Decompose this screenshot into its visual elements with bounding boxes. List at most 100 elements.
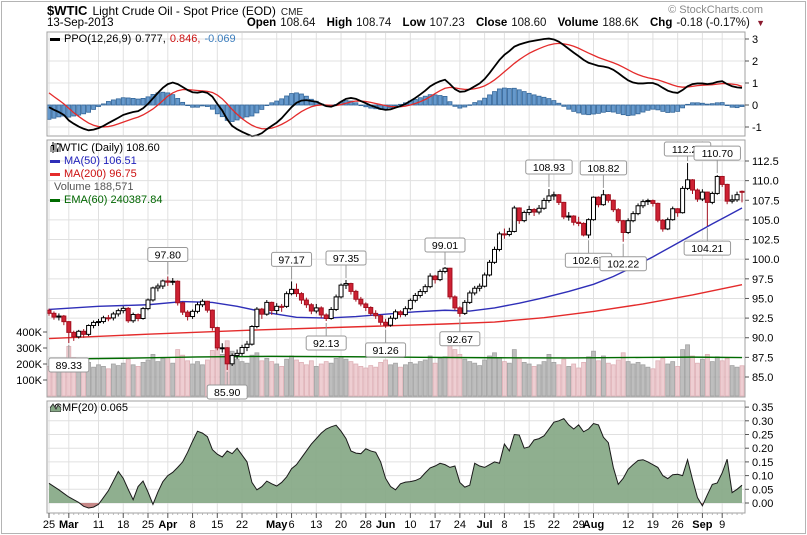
svg-text:6: 6 (288, 519, 294, 531)
ppo-panel (46, 37, 745, 138)
ppo-legend: PPO(12,26,9) 0.777, 0.846, -0.069 (50, 33, 236, 46)
svg-text:11: 11 (93, 519, 104, 531)
svg-text:20: 20 (335, 519, 347, 531)
ema60-swatch (50, 199, 60, 202)
moving-averages (48, 207, 743, 340)
cmf-legend: CMF(20) 0.065 (50, 402, 128, 415)
ma50-legend: MA(50) 106.51 (64, 155, 137, 167)
svg-text:25: 25 (142, 519, 154, 531)
svg-text:Jul: Jul (477, 519, 493, 531)
svg-text:102.22: 102.22 (607, 259, 639, 271)
svg-text:110.70: 110.70 (702, 148, 733, 160)
svg-text:29: 29 (573, 519, 585, 531)
svg-text:12: 12 (622, 519, 634, 531)
exchange-label: CME (280, 7, 304, 18)
svg-text:91.26: 91.26 (372, 345, 398, 357)
svg-text:90.0: 90.0 (752, 333, 773, 345)
copyright-link[interactable]: © StockCharts.com (668, 4, 763, 16)
low-label: Low (402, 17, 426, 29)
ppo-value: 0.777, (135, 33, 166, 45)
svg-text:104.21: 104.21 (691, 243, 723, 255)
svg-text:0: 0 (752, 100, 758, 112)
svg-text:0.00: 0.00 (752, 498, 773, 510)
volume-legend: Volume 188,571 (54, 181, 134, 193)
low-value: 107.23 (429, 17, 465, 29)
svg-text:8: 8 (501, 519, 507, 531)
open-value: 108.64 (280, 17, 316, 29)
axis-labels: 3210-1112.5110.0107.5105.0102.5100.097.5… (16, 34, 779, 531)
svg-text:2: 2 (752, 56, 758, 68)
svg-text:0.10: 0.10 (752, 471, 773, 483)
svg-text:97.5: 97.5 (752, 274, 773, 286)
panel-borders (46, 31, 746, 514)
ohlc-summary: Open 108.64 High 108.74 Low 107.23 Close 108… (239, 17, 765, 29)
change-label: Chg (650, 17, 673, 29)
svg-text:0.20: 0.20 (752, 443, 773, 455)
svg-text:92.13: 92.13 (313, 338, 339, 350)
svg-text:110.0: 110.0 (752, 176, 779, 188)
title-row: $WTIC Light Crude Oil - Spot Price (EOD) C… (47, 3, 303, 18)
price-callouts: 89.33 97.80 85.90 97.17 92.13 97.35 91.26 99.01… (48, 141, 741, 400)
svg-text:102.5: 102.5 (752, 235, 780, 247)
svg-text:Mar: Mar (59, 519, 79, 531)
cmf-panel (48, 417, 743, 509)
svg-text:Jun: Jun (376, 519, 396, 531)
svg-text:10: 10 (404, 519, 416, 531)
svg-text:22: 22 (236, 519, 248, 531)
svg-text:92.5: 92.5 (752, 313, 773, 325)
svg-text:97.17: 97.17 (278, 254, 304, 266)
svg-text:300K: 300K (16, 343, 42, 355)
volume-value: 188.6K (602, 17, 639, 29)
high-value: 108.74 (356, 17, 392, 29)
svg-text:92.67: 92.67 (447, 334, 473, 346)
svg-text:-1: -1 (752, 122, 762, 134)
svg-text:0.15: 0.15 (752, 457, 773, 469)
high-label: High (326, 17, 353, 29)
svg-text:89.33: 89.33 (56, 360, 82, 372)
ppo-signal-value: 0.846, (169, 33, 201, 45)
svg-text:13: 13 (310, 519, 322, 531)
svg-text:9: 9 (719, 519, 725, 531)
svg-text:Aug: Aug (583, 519, 604, 531)
volume-label: Volume (557, 17, 599, 29)
x-axis (48, 513, 743, 518)
svg-text:0.30: 0.30 (752, 416, 773, 428)
quote-row: 13-Sep-2013 Open 108.64 High 108.74 Low 107… (47, 17, 765, 29)
svg-text:108.82: 108.82 (587, 163, 619, 175)
svg-text:26: 26 (672, 519, 684, 531)
svg-text:400K: 400K (16, 327, 42, 339)
svg-text:107.5: 107.5 (752, 195, 780, 207)
svg-text:102.67: 102.67 (572, 255, 604, 267)
quote-date: 13-Sep-2013 (47, 17, 114, 29)
svg-text:0.35: 0.35 (752, 402, 773, 414)
svg-text:17: 17 (429, 519, 441, 531)
svg-text:0.25: 0.25 (752, 430, 773, 442)
ppo-hist-value: -0.069 (204, 33, 236, 45)
svg-text:87.5: 87.5 (752, 352, 773, 364)
svg-text:0.05: 0.05 (752, 484, 773, 496)
open-label: Open (246, 17, 277, 29)
svg-text:97.35: 97.35 (333, 253, 359, 265)
svg-text:100K: 100K (16, 375, 42, 387)
svg-text:100.0: 100.0 (752, 254, 780, 266)
ma50-swatch (50, 160, 60, 163)
svg-text:105.0: 105.0 (752, 215, 780, 227)
ppo-line-swatch (50, 38, 60, 41)
ticker-symbol: $WTIC (47, 3, 88, 18)
svg-text:24: 24 (454, 519, 466, 531)
close-label: Close (475, 17, 508, 29)
svg-text:3: 3 (752, 34, 758, 46)
svg-text:May: May (266, 519, 288, 531)
svg-text:99.01: 99.01 (432, 240, 458, 252)
main-legend: $WTIC (Daily) 108.60 MA(50) 106.51 MA(20… (50, 142, 162, 207)
ema60-legend: EMA(60) 240387.84 (64, 194, 163, 206)
svg-text:Apr: Apr (158, 519, 178, 531)
instrument-name: Light Crude Oil - Spot Price (EOD) (92, 4, 276, 18)
svg-text:19: 19 (647, 519, 659, 531)
ma200-swatch (50, 173, 60, 176)
ma200-legend: MA(200) 96.75 (64, 168, 137, 180)
svg-text:108.93: 108.93 (533, 162, 565, 174)
svg-text:1: 1 (752, 78, 758, 90)
